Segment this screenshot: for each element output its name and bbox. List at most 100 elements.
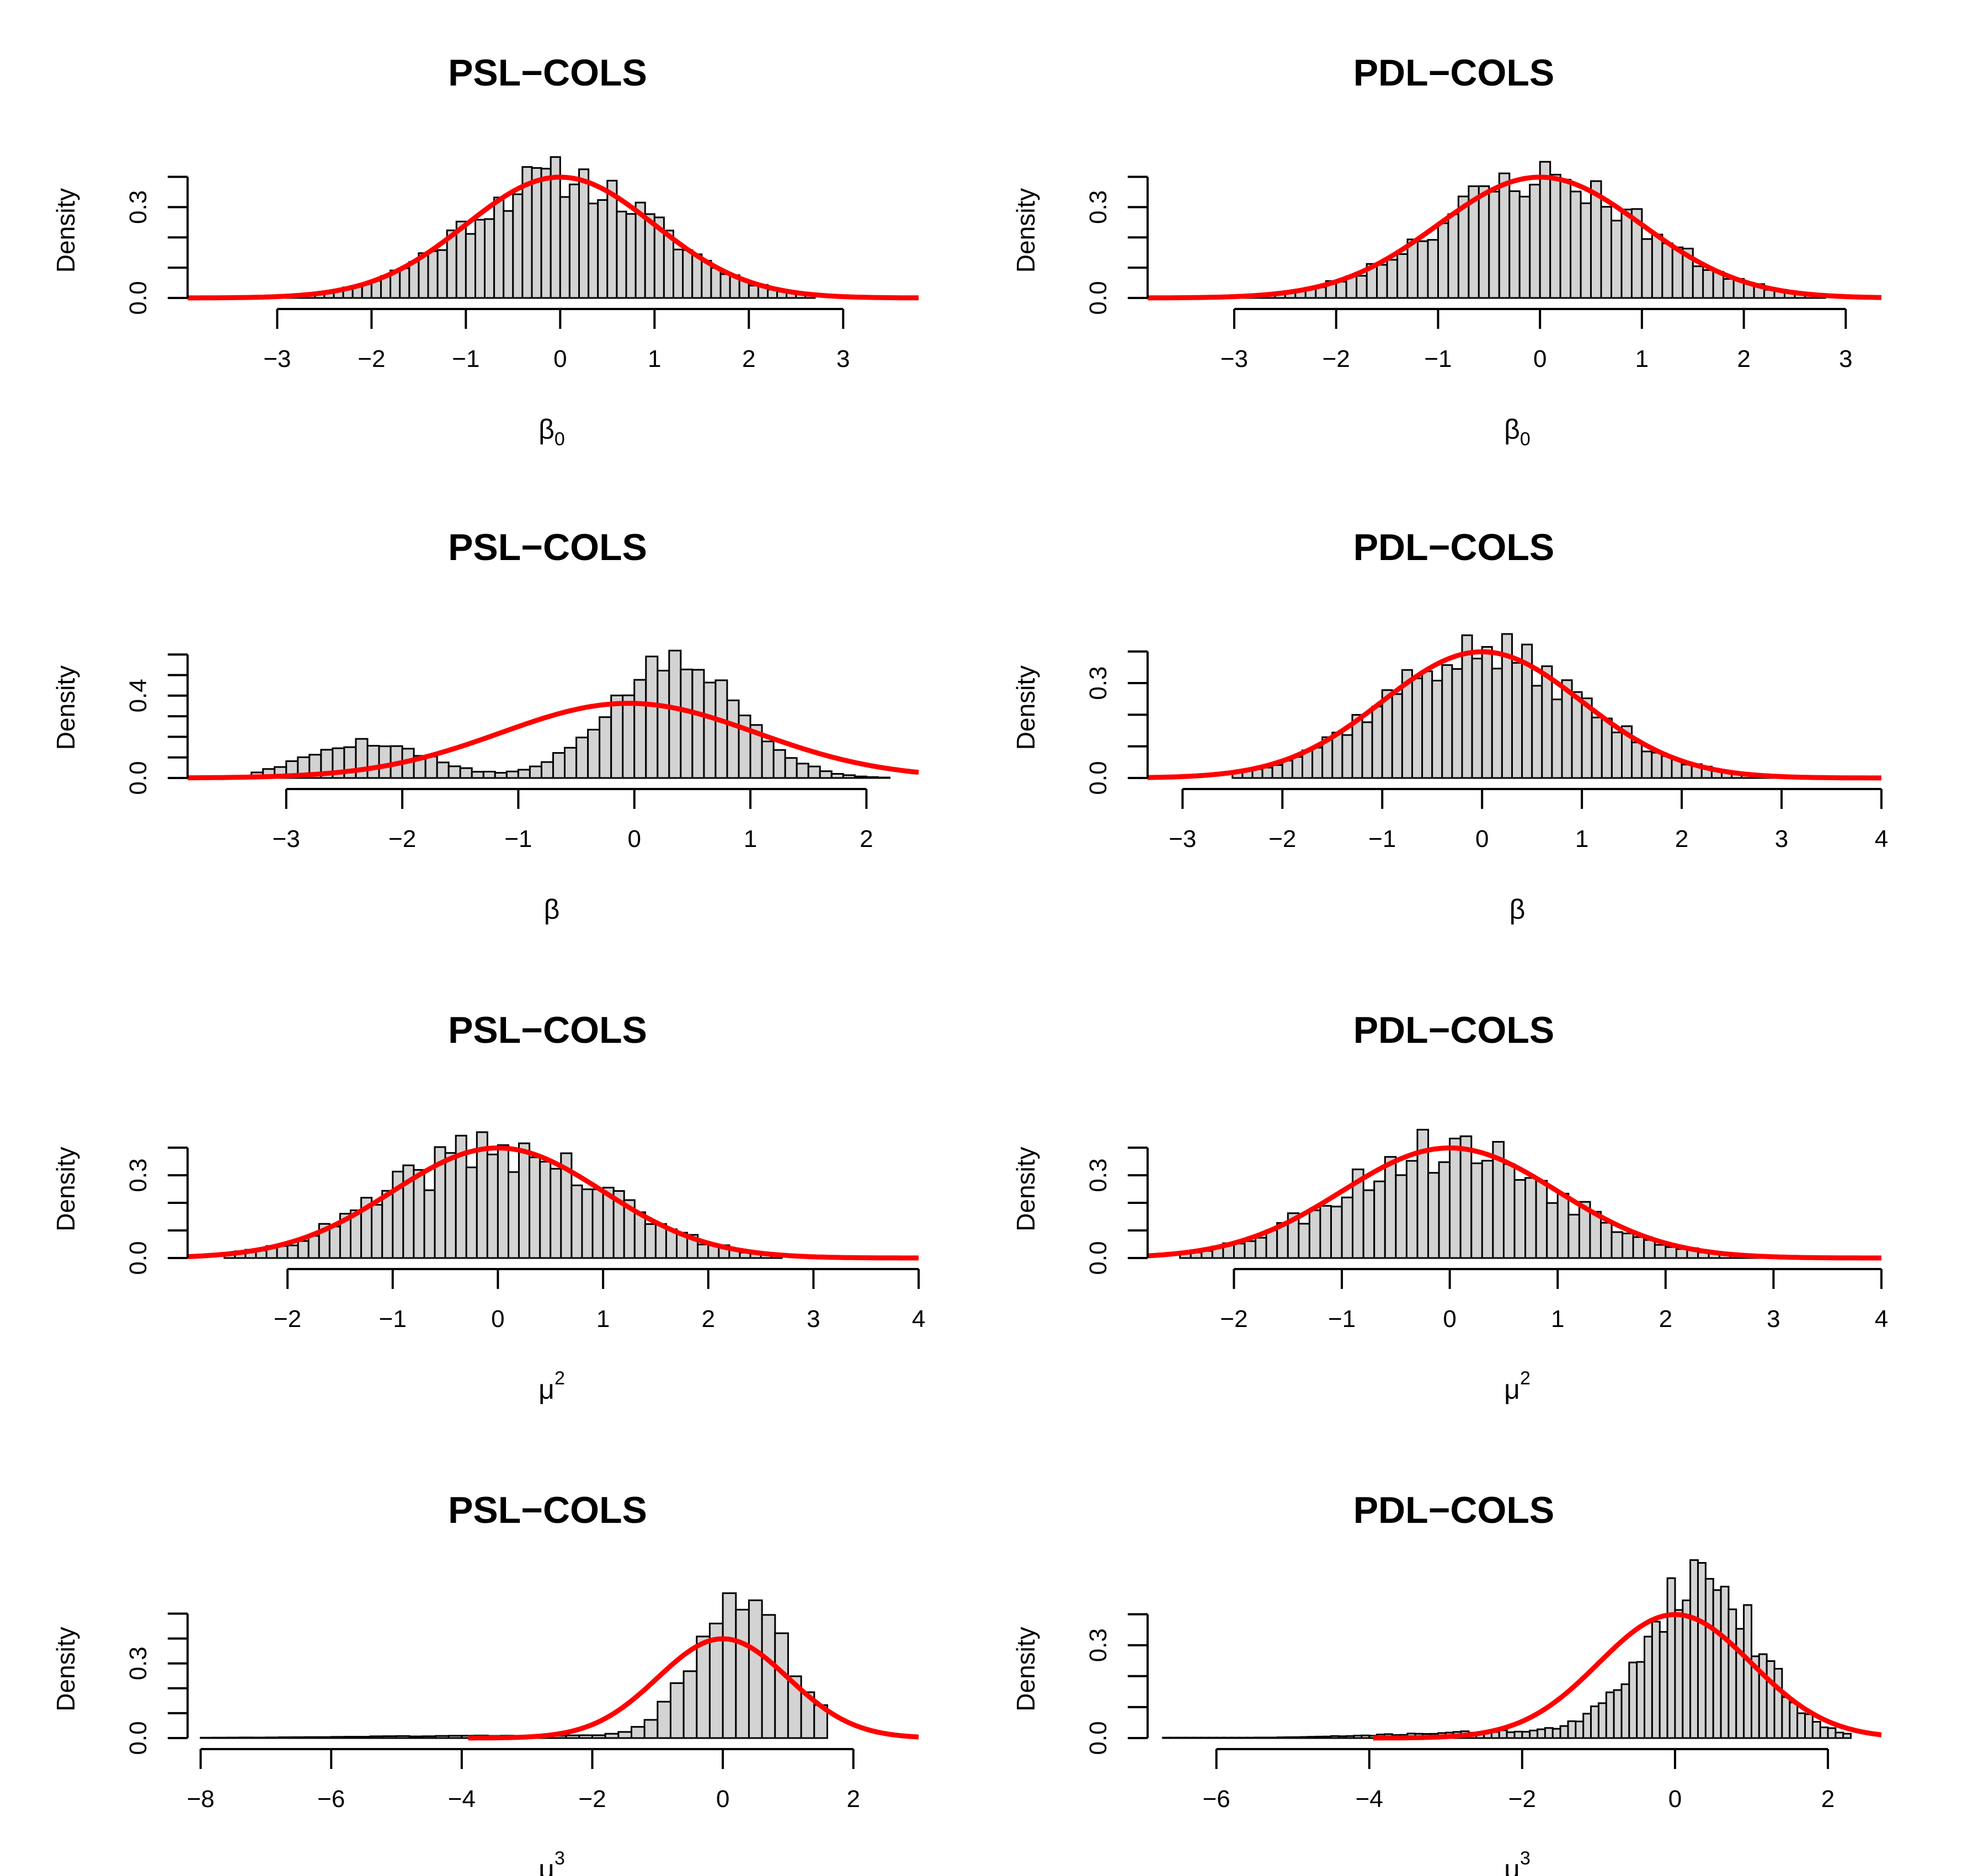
histogram-bar: [697, 1244, 710, 1259]
histogram-bar: [1311, 747, 1324, 779]
normal-density-curve: [468, 1636, 919, 1741]
histogram-bar: [1395, 1174, 1407, 1259]
histogram-bar: [1281, 760, 1293, 779]
histogram-bar: [1478, 185, 1490, 299]
histogram-bar: [1644, 1635, 1653, 1739]
histogram-bar: [578, 1734, 594, 1739]
x-tick-label: −2: [1323, 345, 1350, 372]
x-tick-label: 1: [1635, 345, 1649, 372]
histogram-bar: [1671, 246, 1684, 299]
panel-title: PDL−COLS: [1353, 1489, 1555, 1531]
normal-density-curve: [187, 701, 919, 781]
histogram-bar: [568, 183, 580, 299]
histogram-bar: [382, 1735, 398, 1739]
histogram-bar: [631, 1726, 646, 1739]
histogram-bar: [1789, 1701, 1799, 1739]
x-axis: −8 −6 −4 −2 0 2: [187, 1748, 860, 1813]
histogram-bar: [297, 1240, 310, 1259]
histogram-bar: [540, 168, 552, 299]
histogram-bars: [250, 649, 890, 779]
histogram-bar: [1611, 731, 1623, 779]
histogram-bar: [761, 1614, 776, 1739]
x-tick-label: 0: [553, 345, 567, 372]
histogram-bar: [819, 770, 833, 779]
histogram-bar: [1481, 1160, 1494, 1259]
x-tick-label: −2: [1220, 1305, 1247, 1333]
histogram-bar: [307, 1235, 320, 1259]
y-axis-label: Density: [51, 1147, 80, 1231]
x-tick-label: −1: [504, 825, 532, 852]
histogram-bar: [482, 771, 496, 779]
panel-title: PSL−COLS: [448, 52, 647, 94]
x-tick-label: 0: [1533, 345, 1547, 372]
histogram-bar: [474, 218, 486, 299]
histogram-bar: [1636, 1661, 1646, 1739]
histogram-bar: [447, 1735, 463, 1739]
histogram-bar: [1692, 265, 1704, 299]
normal-density-curve: [1373, 1612, 1882, 1741]
x-axis-label: μ3: [1504, 1848, 1531, 1876]
histogram-bar: [1835, 1731, 1844, 1739]
panel-title: PSL−COLS: [448, 526, 647, 568]
histogram-bar: [343, 1736, 359, 1739]
histogram-bar: [1641, 238, 1653, 299]
histogram-bar: [1330, 1735, 1340, 1739]
y-axis-label: Density: [51, 665, 80, 750]
x-tick-label: 2: [1675, 825, 1688, 852]
histogram-bar: [539, 1160, 552, 1259]
histogram-bar: [1601, 717, 1613, 779]
x-tick-label: 3: [836, 345, 850, 372]
histogram-bar: [1284, 1736, 1294, 1739]
x-axis-label: μ2: [1504, 1368, 1531, 1405]
histogram-bar: [807, 765, 821, 779]
histogram-bar: [1441, 664, 1453, 779]
y-tick-label: 0.0: [125, 281, 152, 315]
histogram-bar: [497, 1144, 510, 1259]
histogram-bar: [1411, 677, 1423, 779]
y-tick-label: 0.3: [125, 1158, 152, 1192]
histogram-bar: [1405, 1160, 1419, 1259]
histogram-bar: [1427, 239, 1439, 299]
panel-title: PDL−COLS: [1353, 526, 1555, 568]
histogram-bar: [748, 285, 759, 299]
histogram-bar: [1307, 1736, 1317, 1739]
y-tick-label: 0.3: [1085, 666, 1112, 700]
histogram-bar: [633, 679, 647, 779]
histogram-bar: [1622, 1232, 1634, 1259]
histogram-bar: [643, 1719, 659, 1739]
x-tick-label: −2: [1268, 825, 1296, 852]
histogram-bar: [328, 1225, 342, 1259]
histogram-bar: [1315, 1735, 1325, 1739]
histogram-bar: [1681, 764, 1693, 779]
histogram-bar: [1544, 1727, 1554, 1739]
histogram-bar: [1491, 668, 1503, 779]
histogram-bar: [597, 199, 609, 299]
histogram-bar: [529, 765, 542, 779]
panel-1: PSL−COLS 0.0 0.3 Density −3 −2 −1 0 1 2 3 β0: [51, 52, 919, 450]
histogram-bar: [1451, 668, 1463, 779]
histogram-bar: [1371, 705, 1383, 779]
histogram-bar: [371, 1204, 383, 1259]
x-tick-label: −4: [448, 1786, 476, 1813]
histogram-bar: [1323, 1735, 1332, 1739]
normal-density-curve: [1147, 649, 1881, 781]
y-tick-label: 0.0: [1085, 1241, 1112, 1275]
y-tick-label: 0.3: [1085, 190, 1112, 224]
x-tick-label: 2: [1821, 1786, 1835, 1813]
histogram-bar: [719, 273, 731, 299]
x-tick-label: −4: [1356, 1786, 1383, 1813]
histogram-bar: [1697, 1562, 1707, 1739]
histogram-bar: [1330, 1206, 1343, 1259]
histogram-bar: [1546, 1202, 1559, 1259]
histogram-bar: [541, 761, 554, 779]
x-tick-label: 4: [912, 1305, 925, 1333]
histogram-bar: [587, 728, 601, 779]
x-tick-label: −1: [1328, 1305, 1356, 1333]
histogram-bars: [200, 1592, 828, 1739]
histogram-bar: [1438, 1161, 1451, 1259]
histogram-bars: [1233, 161, 1826, 299]
histogram-bar: [1567, 1720, 1577, 1739]
histogram-bar: [865, 776, 879, 779]
y-axis: 0.0 0.3: [125, 1612, 189, 1755]
y-tick-label: 0.4: [125, 679, 152, 712]
